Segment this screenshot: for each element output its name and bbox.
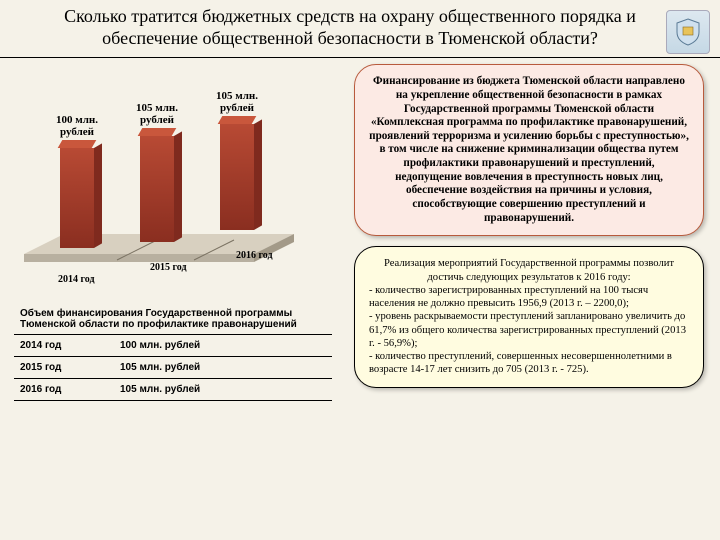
page-title: Сколько тратится бюджетных средств на ох… <box>50 6 650 49</box>
callout-targets: Реализация мероприятий Государственной п… <box>354 246 704 387</box>
chart-cat-2016: 2016 год <box>236 250 273 261</box>
callout-targets-lead: Реализация мероприятий Государственной п… <box>369 257 689 283</box>
table-row: 2014 год 100 млн. рублей <box>14 335 332 357</box>
chart-value-2016: 105 млн. рублей <box>210 90 264 114</box>
table-row: 2016 год 105 млн. рублей <box>14 379 332 401</box>
funding-bar-chart: 100 млн. рублей 105 млн. рублей 105 млн.… <box>14 64 324 294</box>
cell-amount: 105 млн. рублей <box>114 379 332 401</box>
callout-targets-bullet: - количество зарегистрированных преступл… <box>369 284 689 310</box>
cell-amount: 100 млн. рублей <box>114 335 332 357</box>
callout-targets-bullet: - количество преступлений, совершенных н… <box>369 350 689 376</box>
chart-value-2014: 100 млн. рублей <box>50 114 104 138</box>
callout-funding-description: Финансирование из бюджета Тюменской обла… <box>354 64 704 236</box>
cell-year: 2015 год <box>14 357 114 379</box>
chart-value-2015: 105 млн. рублей <box>130 102 184 126</box>
chart-cat-2015: 2015 год <box>150 262 187 273</box>
chart-cat-2014: 2014 год <box>58 274 95 285</box>
table-header: Объем финансирования Государственной про… <box>14 304 332 335</box>
cell-year: 2016 год <box>14 379 114 401</box>
funding-table: Объем финансирования Государственной про… <box>14 304 332 401</box>
cell-year: 2014 год <box>14 335 114 357</box>
cell-amount: 105 млн. рублей <box>114 357 332 379</box>
region-crest-icon <box>666 10 710 54</box>
callout-targets-bullet: - уровень раскрываемости преступлений за… <box>369 310 689 350</box>
table-row: 2015 год 105 млн. рублей <box>14 357 332 379</box>
